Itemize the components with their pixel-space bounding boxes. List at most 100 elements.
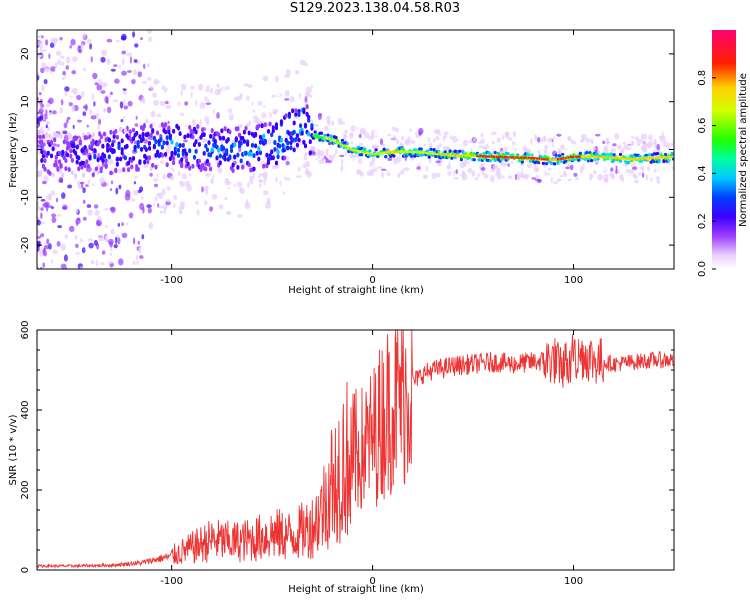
heatmap-cell [370,164,376,170]
heatmap-cell [78,140,82,146]
heatmap-cell [531,177,537,180]
heatmap-cell [217,132,221,138]
heatmap-cell [109,91,113,96]
heatmap-cell [659,135,664,143]
heatmap-cell [65,215,70,221]
heatmap-cell [236,152,240,158]
heatmap-cell [345,123,349,128]
heatmap-cell [530,138,533,145]
heatmap-cell [141,234,145,240]
heatmap-cell [205,147,209,153]
heatmap-cell [239,158,243,164]
heatmap-cell [94,166,99,172]
heatmap-cell [227,187,230,190]
heatmap-cell [275,196,282,203]
heatmap-cell [119,156,123,162]
heatmap-cell [409,128,412,133]
heatmap-cell [131,127,136,133]
heatmap-cell [77,166,81,172]
colorbar-label: Normalized spectral amplitude [738,73,749,227]
heatmap-cell [423,160,427,164]
heatmap-cell [39,34,42,41]
heatmap-cell [535,171,541,177]
heatmap-cell [41,49,48,52]
heatmap-cell [90,251,97,255]
heatmap-cell [45,215,48,219]
heatmap-cell [179,180,183,185]
heatmap-cell [56,214,62,217]
heatmap-cell [172,181,177,188]
heatmap-cell [105,234,109,242]
heatmap-cell [55,197,59,203]
heatmap-cell [201,181,205,185]
heatmap-cell [239,187,242,193]
heatmap-cell [638,172,642,176]
heatmap-cell [87,238,94,242]
heatmap-cell [299,62,306,66]
heatmap-cell [585,151,589,155]
heatmap-cell [569,164,574,171]
heatmap-cell [571,140,577,145]
heatmap-cell [53,113,57,121]
heatmap-cell [110,68,116,72]
heatmap-cell [265,163,269,169]
heatmap-cell [450,166,454,171]
heatmap-cell [41,134,46,140]
heatmap-cell [248,120,252,125]
heatmap-cell [68,102,73,107]
heatmap-cell [242,129,246,135]
heatmap-cell [106,142,110,148]
heatmap-cell [263,122,267,128]
heatmap-cell [249,151,253,157]
heatmap-cell [303,143,308,149]
heatmap-cell [180,157,184,163]
heatmap-cell [449,135,453,140]
heatmap-cell [63,181,69,187]
heatmap-cell [458,149,462,153]
heatmap-cell [85,96,89,103]
heatmap-cell [141,126,145,132]
y-tick-label: 20 [20,48,31,61]
heatmap-cell [310,123,314,128]
heatmap-cell [99,166,103,172]
heatmap-cell [231,168,235,174]
heatmap-cell [646,166,651,172]
heatmap-cell [183,139,188,143]
heatmap-cell [58,125,65,130]
heatmap-cell [402,168,406,172]
heatmap-cell [139,37,144,40]
heatmap-cell [319,150,325,157]
heatmap-cell [46,183,52,191]
heatmap-cell [54,162,58,168]
heatmap-cell [233,96,240,101]
heatmap-cell [387,166,391,173]
heatmap-cell [59,134,63,140]
heatmap-cell [358,133,362,139]
heatmap-cell [129,56,132,64]
heatmap-cell [291,82,296,88]
heatmap-cell [236,181,243,188]
heatmap-cell [218,153,222,159]
heatmap-cell [450,156,454,160]
heatmap-cell [222,87,225,93]
heatmap-cell [84,230,89,235]
heatmap-cell [115,234,120,238]
snr-panel: -100 0 100 0 200 400 600 Height of straight li… [8,320,675,595]
heatmap-cell [585,137,591,143]
heatmap-cell [326,133,330,137]
heatmap-cell [194,149,198,154]
heatmap-cell [514,148,517,152]
x-tick-label: -100 [160,576,183,587]
heatmap-cell [510,135,514,138]
heatmap-cell [427,136,430,142]
colorbar-tick-label: 0.2 [697,213,708,229]
heatmap-cell [102,131,107,137]
heatmap-cell [51,239,54,246]
heatmap-cell [287,111,291,117]
heatmap-cell [594,152,599,156]
heatmap-cell [74,235,78,240]
heatmap-cell [53,229,59,232]
heatmap-cell [146,204,152,209]
heatmap-cell [43,158,47,164]
heatmap-cell [429,147,433,151]
